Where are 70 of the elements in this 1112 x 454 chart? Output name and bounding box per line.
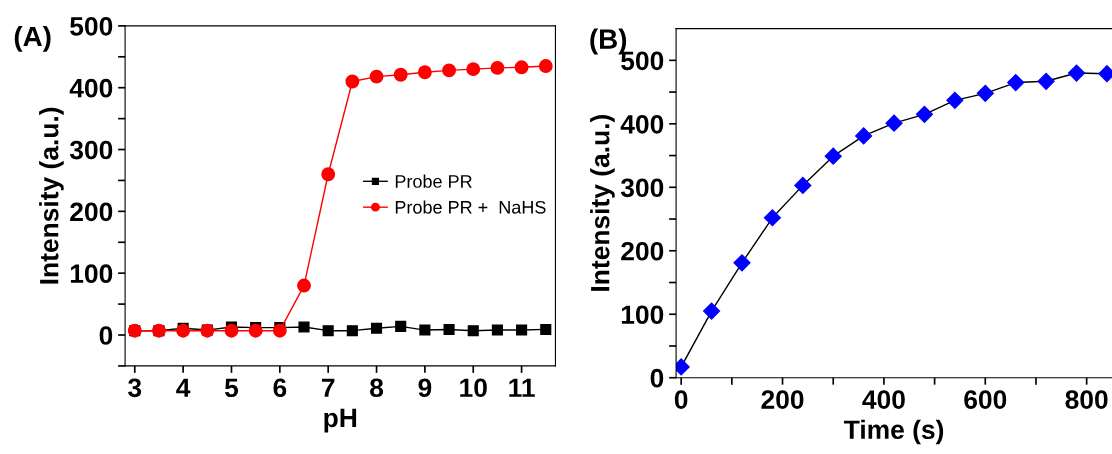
- point: [467, 325, 479, 337]
- x-tick-label: 800: [1065, 390, 1108, 409]
- y-tick-label: 400: [69, 78, 113, 98]
- y-tick-label: 100: [621, 305, 664, 325]
- y-tick-label: 500: [70, 17, 113, 36]
- point: [298, 321, 310, 333]
- point: [321, 167, 336, 182]
- point: [393, 67, 408, 82]
- y-tick-label: 300: [69, 140, 113, 160]
- x-tick-label: 6: [273, 378, 287, 398]
- point: [976, 84, 994, 102]
- x-tick-label: 11: [509, 378, 535, 397]
- point: [345, 74, 360, 89]
- point: [824, 147, 842, 165]
- y-axis-title: Intensity (a.u.): [590, 115, 615, 291]
- point: [417, 65, 432, 80]
- point: [370, 322, 383, 334]
- legend-label: Probe PR: [395, 174, 472, 188]
- x-tick-label: 600: [964, 390, 1007, 409]
- point: [855, 127, 873, 145]
- point: [490, 60, 505, 75]
- point: [1007, 74, 1025, 92]
- point: [491, 324, 503, 336]
- point: [322, 325, 334, 337]
- point: [272, 323, 287, 338]
- y-tick-label: 100: [70, 264, 113, 284]
- x-tick-label: 3: [128, 378, 142, 398]
- point: [176, 323, 191, 338]
- y-tick-label: 200: [70, 202, 113, 222]
- point: [442, 63, 457, 78]
- point: [733, 254, 751, 272]
- x-tick-label: 4: [176, 378, 191, 397]
- point: [514, 60, 529, 75]
- point: [703, 302, 721, 320]
- point: [946, 91, 964, 109]
- x-axis-title: pH: [324, 408, 357, 433]
- x-tick-label: 9: [418, 378, 432, 398]
- y-tick-label: 400: [620, 114, 664, 134]
- x-tick-label: 10: [460, 378, 487, 398]
- x-tick-label: 5: [224, 378, 239, 398]
- point: [516, 324, 528, 336]
- x-tick-label: 0: [674, 390, 688, 409]
- point: [466, 62, 481, 77]
- x-tick-label: 200: [761, 390, 804, 409]
- y-tick-label: 300: [620, 178, 664, 198]
- point: [1037, 72, 1055, 90]
- point: [297, 278, 311, 293]
- point: [540, 323, 552, 336]
- point: [346, 325, 358, 337]
- point: [794, 176, 812, 194]
- legend-label: Probe PR + NaHS: [395, 200, 546, 214]
- point: [248, 323, 263, 338]
- point: [885, 114, 903, 132]
- x-axis-title: Time (s): [843, 419, 944, 445]
- point: [538, 59, 553, 74]
- point: [1067, 64, 1086, 82]
- x-tick-label: 8: [370, 378, 384, 398]
- point: [419, 324, 431, 336]
- point: [395, 320, 407, 332]
- point: [443, 323, 455, 336]
- point: [224, 323, 239, 338]
- chart-title: (A): [14, 25, 51, 52]
- y-tick-label: 0: [99, 326, 113, 345]
- y-tick-label: 200: [621, 241, 664, 261]
- x-tick-label: 7: [321, 378, 335, 397]
- point: [763, 209, 781, 227]
- y-axis-title: Intensity (a.u.): [39, 107, 64, 284]
- point: [369, 69, 384, 84]
- point: [915, 105, 934, 123]
- x-tick-label: 400: [862, 390, 905, 409]
